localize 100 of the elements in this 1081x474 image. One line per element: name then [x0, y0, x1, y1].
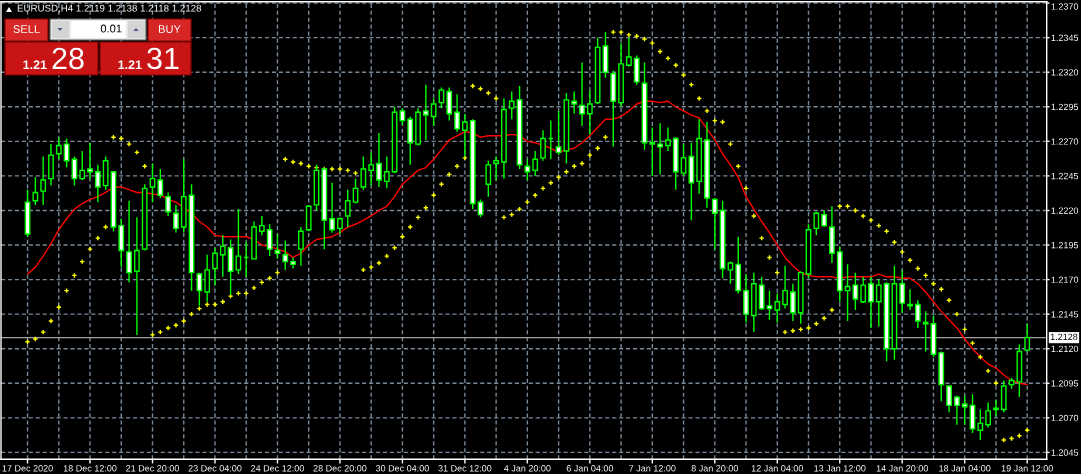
candlestick — [165, 191, 172, 217]
candlestick — [219, 234, 226, 278]
y-tick-label: 1.2295 — [1051, 103, 1079, 111]
x-tick-label: 24 Dec 12:00 — [251, 465, 304, 472]
candlestick — [758, 276, 765, 311]
annotation: BUY — [158, 25, 181, 33]
y-tick-label: 1.2195 — [1051, 241, 1079, 249]
y-tick-label: 1.2170 — [1051, 276, 1079, 283]
candlestick — [524, 158, 531, 181]
x-tick-label: 12 Jan 04:00 — [751, 465, 804, 472]
x-tick-label: 17 Dec 2020 — [2, 465, 53, 472]
candlestick — [383, 155, 390, 190]
candlestick — [40, 155, 47, 206]
candlestick — [87, 142, 93, 180]
chart-title: EURUSD,H4 1.2119 1.2138 1.2118 1.2128 — [17, 4, 202, 13]
candlestick — [258, 215, 265, 237]
candlestick — [266, 223, 273, 257]
candlestick — [711, 197, 718, 250]
candlestick — [743, 273, 749, 324]
annotation: 28 — [52, 47, 84, 70]
candlestick — [907, 288, 913, 311]
candlestick — [657, 122, 664, 176]
y-tick-label: 1.2220 — [1051, 207, 1079, 214]
candlestick — [235, 208, 242, 275]
y-tick-label: 1.2245 — [1051, 172, 1079, 180]
annotation: SELL — [13, 25, 40, 33]
candlestick — [1024, 323, 1031, 353]
candlestick — [680, 143, 687, 177]
x-tick-label: 31 Dec 12:00 — [438, 465, 492, 472]
candlestick — [462, 112, 468, 158]
y-tick-label: 1.2095 — [1051, 380, 1079, 387]
candlestick — [782, 265, 788, 310]
x-tick-label: 14 Jan 20:00 — [876, 465, 928, 472]
x-tick-label: 19 Jan 12:00 — [1001, 465, 1053, 472]
annotation: 31 — [147, 47, 179, 70]
candlestick — [485, 159, 492, 198]
candlestick — [376, 132, 382, 188]
candlestick — [508, 90, 515, 120]
y-tick-label: 1.2070 — [1051, 414, 1079, 422]
candlestick — [446, 86, 453, 122]
candlestick — [922, 310, 929, 353]
candlestick — [55, 136, 62, 160]
y-tick-label: 1.2345 — [1051, 34, 1079, 41]
candlestick — [298, 226, 304, 267]
candlestick — [48, 143, 54, 187]
candlestick — [571, 90, 578, 115]
line-series — [26, 100, 1028, 386]
x-tick-label: 23 Dec 04:00 — [188, 465, 242, 472]
candlestick — [946, 385, 952, 413]
y-tick-label: 1.2145 — [1051, 311, 1079, 318]
x-tick-label: 18 Dec 12:00 — [63, 465, 117, 472]
candlestick — [368, 151, 375, 187]
y-tick-label: 1.2370 — [1051, 3, 1079, 10]
candlestick — [134, 216, 140, 336]
x-tick-label: 21 Dec 20:00 — [126, 465, 180, 472]
candlestick — [1000, 379, 1007, 413]
candlestick — [875, 278, 882, 328]
candlestick — [157, 168, 164, 199]
candlestick — [32, 176, 39, 206]
y-tick-label: 1.2120 — [1051, 345, 1079, 353]
annotation: 1.21 — [118, 60, 142, 69]
candlestick — [173, 204, 179, 234]
candlestick — [790, 283, 796, 322]
ref-line-label: 1.2128 — [1050, 333, 1078, 341]
candlestick — [212, 247, 218, 286]
candlestick — [305, 204, 312, 232]
x-tick-label: 28 Dec 20:00 — [313, 465, 367, 472]
candlestick — [532, 150, 539, 177]
annotation: 0.01 — [100, 24, 122, 33]
x-tick-label: 8 Jan 20:00 — [691, 465, 739, 472]
candlestick — [579, 61, 585, 127]
annotation: 1.21 — [23, 60, 47, 69]
candlestick — [633, 54, 640, 86]
x-tick-label: 7 Jan 12:00 — [629, 465, 676, 472]
x-tick-label: 4 Jan 20:00 — [503, 465, 551, 472]
candlestick — [344, 189, 351, 228]
candlestick — [282, 240, 289, 271]
candlestick — [868, 276, 874, 329]
candlestick — [899, 269, 906, 314]
candlestick — [586, 89, 593, 136]
y-tick-label: 1.2045 — [1051, 449, 1079, 456]
candlestick — [126, 200, 132, 284]
candlestick — [329, 182, 336, 234]
x-tick-label: 30 Dec 04:00 — [375, 465, 429, 472]
candlestick — [79, 150, 86, 181]
candlestick — [977, 408, 984, 441]
candlestick — [852, 271, 859, 311]
candlestick — [649, 126, 656, 177]
candlestick — [860, 276, 867, 304]
candlestick — [438, 86, 445, 109]
y-tick-label: 1.2270 — [1051, 138, 1079, 145]
candlestick — [954, 395, 960, 426]
x-tick-label: 13 Jan 12:00 — [814, 465, 866, 472]
candlestick — [993, 399, 999, 418]
candlestick — [360, 155, 367, 191]
candlestick — [407, 115, 414, 166]
candlestick — [813, 211, 820, 237]
candlestick — [149, 162, 156, 203]
x-tick-label: 18 Jan 04:00 — [939, 465, 991, 472]
candlestick — [961, 395, 968, 426]
